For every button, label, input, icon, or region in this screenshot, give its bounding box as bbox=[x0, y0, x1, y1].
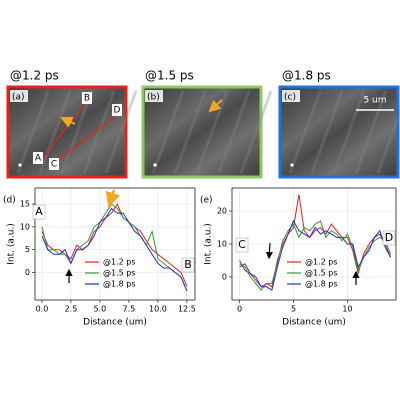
legend-label: @1.5 ps bbox=[103, 269, 136, 278]
arrow bbox=[265, 242, 273, 260]
bright-spot bbox=[18, 163, 22, 167]
legend-label: @1.2 ps bbox=[305, 258, 338, 267]
label-box bbox=[145, 90, 163, 102]
texture-streak bbox=[60, 90, 94, 174]
x-tick-label: 0.0 bbox=[36, 305, 49, 314]
data-line bbox=[239, 194, 392, 288]
point-label: B bbox=[84, 94, 90, 104]
texture-streak bbox=[82, 90, 116, 174]
texture-streak bbox=[354, 90, 388, 174]
texture-streak bbox=[239, 90, 273, 174]
legend-label: @1.5 ps bbox=[305, 269, 338, 278]
texture-streak bbox=[104, 90, 138, 174]
charts: 0.0 2.5 5.0 7.5 10.0 12.5 0 5 10 15 @1.2 ps @1.5 ps… bbox=[3, 187, 397, 328]
x-tick-label: 10.0 bbox=[149, 305, 167, 314]
point-label: B bbox=[184, 258, 192, 271]
point-box bbox=[82, 92, 92, 104]
texture-streak bbox=[310, 90, 344, 174]
plot-frame bbox=[34, 187, 196, 301]
texture-streak bbox=[16, 90, 50, 174]
y-axis-label: Int. (a.u.) bbox=[204, 223, 214, 265]
legend-label: @1.8 ps bbox=[103, 280, 136, 289]
x-tick-label: 5 bbox=[291, 305, 296, 314]
data-line bbox=[239, 220, 392, 291]
point-box bbox=[382, 230, 396, 246]
label-box bbox=[10, 90, 28, 102]
point-label: D bbox=[385, 231, 393, 244]
texture-streak bbox=[217, 90, 251, 174]
point-box bbox=[112, 104, 122, 116]
legend-label: @1.2 ps bbox=[103, 258, 136, 267]
data-line bbox=[239, 219, 392, 291]
y-tick-label: 0 bbox=[25, 268, 30, 277]
bright-spot bbox=[153, 163, 157, 167]
texture-streak bbox=[376, 108, 400, 174]
x-tick-label: 10 bbox=[342, 305, 352, 314]
image-panels: @1.2 ps (a) @1.5 ps (b) @1.8 ps (c) A B C D 5 um bbox=[6, 69, 400, 179]
panel-title: @1.2 ps bbox=[10, 69, 59, 83]
y-tick-label: 10 bbox=[20, 222, 30, 231]
y-axis-label: Int. (a.u.) bbox=[7, 223, 17, 265]
y-tick-label: 0 bbox=[222, 272, 227, 281]
point-label: C bbox=[238, 238, 246, 251]
point-box bbox=[33, 152, 43, 164]
x-tick-label: 5.0 bbox=[94, 305, 107, 314]
y-tick-label: 20 bbox=[217, 207, 227, 216]
microscope-image bbox=[278, 85, 400, 179]
y-tick-label: 15 bbox=[20, 200, 30, 209]
panel-label: (d) bbox=[3, 196, 16, 206]
data-line bbox=[41, 203, 188, 292]
point-label: A bbox=[35, 154, 42, 164]
point-box bbox=[49, 158, 59, 170]
scale-bar-label: 5 um bbox=[363, 96, 386, 106]
point-label: A bbox=[35, 205, 43, 218]
panel-label: (b) bbox=[147, 93, 160, 103]
point-box bbox=[235, 237, 249, 253]
texture-streak bbox=[151, 90, 185, 174]
panel-title: @1.8 ps bbox=[282, 69, 331, 83]
texture-streak bbox=[38, 90, 72, 174]
x-tick-label: 2.5 bbox=[65, 305, 78, 314]
arrow bbox=[60, 116, 76, 128]
x-tick-label: 7.5 bbox=[123, 305, 136, 314]
plot-frame bbox=[231, 187, 397, 301]
profile-line bbox=[41, 99, 88, 161]
legend-label: @1.8 ps bbox=[305, 280, 338, 289]
label-box bbox=[282, 90, 300, 102]
y-tick-label: 5 bbox=[25, 245, 30, 254]
arrow bbox=[105, 189, 121, 208]
texture-streak bbox=[173, 90, 207, 174]
texture-streak bbox=[288, 90, 322, 174]
x-tick-label: 12.5 bbox=[178, 305, 196, 314]
arrow bbox=[208, 99, 223, 113]
bright-spot bbox=[290, 163, 294, 167]
panel-title: @1.5 ps bbox=[145, 69, 194, 83]
x-axis-label: Distance (um) bbox=[282, 318, 346, 328]
profile-line bbox=[53, 114, 118, 164]
point-box bbox=[181, 257, 195, 273]
y-tick-label: 10 bbox=[217, 240, 227, 249]
point-label: C bbox=[51, 160, 57, 170]
point-box bbox=[32, 204, 46, 220]
x-tick-label: 0 bbox=[237, 305, 242, 314]
texture-streak bbox=[195, 90, 229, 174]
panel-label: (a) bbox=[12, 93, 25, 103]
x-axis-label: Distance (um) bbox=[83, 318, 147, 328]
point-label: D bbox=[114, 106, 121, 116]
panel-label: (c) bbox=[284, 93, 296, 103]
texture-streak bbox=[332, 90, 366, 174]
panel-label: (e) bbox=[200, 196, 213, 206]
data-line bbox=[41, 207, 188, 292]
